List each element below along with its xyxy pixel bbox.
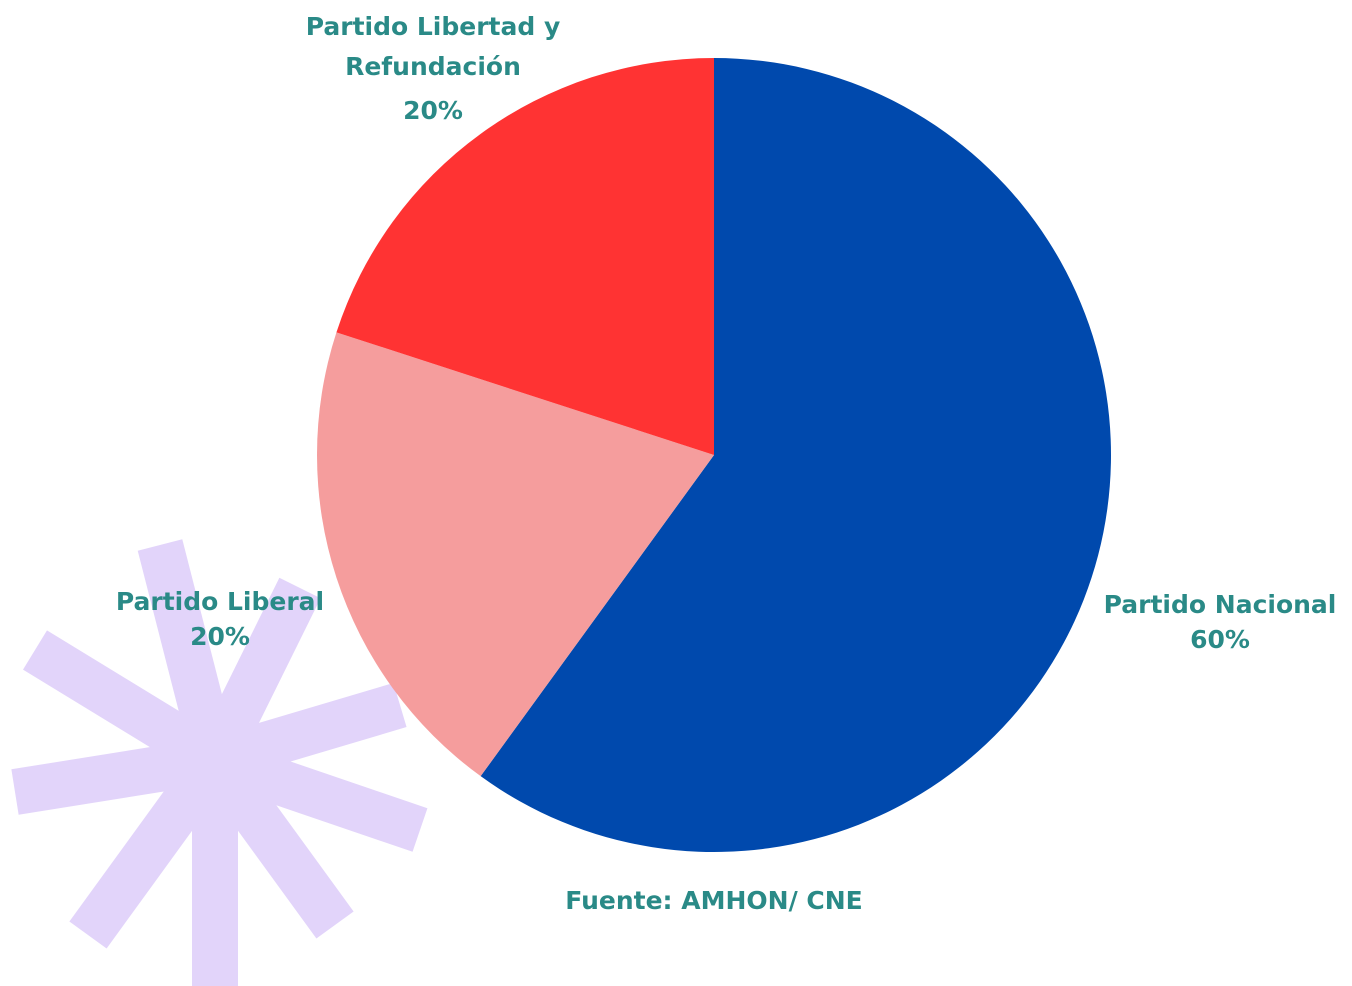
slice-label: Partido Liberal: [115, 587, 325, 616]
slice-value-label: 20%: [403, 96, 463, 125]
slice-label: Partido Nacional: [1103, 590, 1337, 619]
asterisk-decoration: [11, 539, 428, 986]
slice-value-label: 60%: [1190, 625, 1250, 654]
slice-label: Partido Libertad y Refundación: [305, 12, 561, 81]
source-note: Fuente: AMHON/ CNE: [565, 886, 863, 915]
pie: [317, 58, 1111, 853]
pie-slice: [480, 58, 1111, 853]
slice-value-label: 20%: [190, 622, 250, 651]
pie-slice: [336, 58, 714, 455]
pie-slice: [317, 332, 714, 777]
